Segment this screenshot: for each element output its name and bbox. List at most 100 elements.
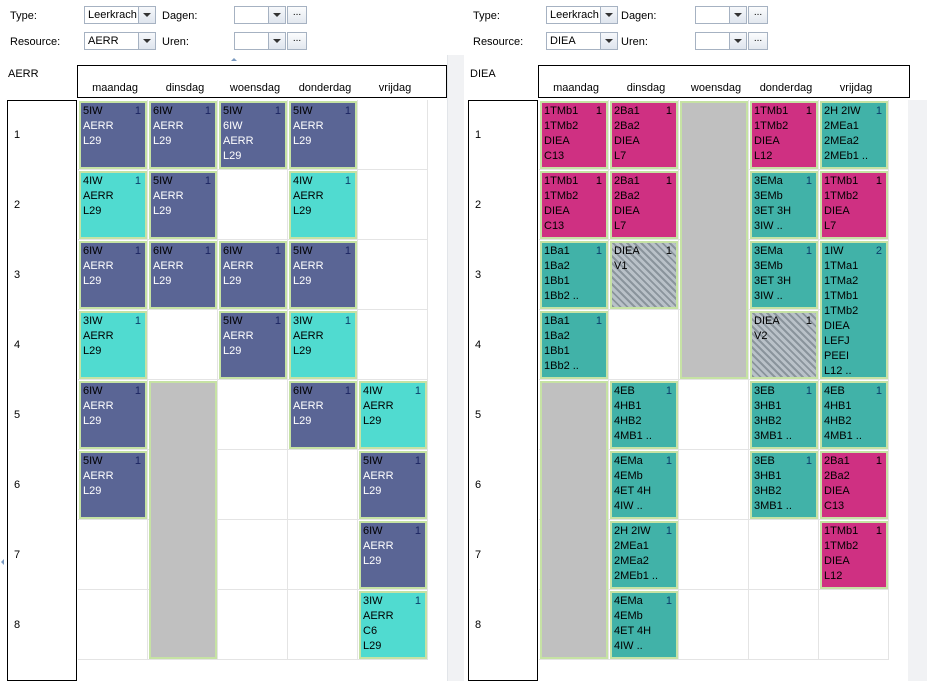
timetable-cell[interactable]	[679, 380, 749, 450]
timetable-cell[interactable]	[609, 590, 679, 660]
lesson-block[interactable]: DIEA V2 1	[750, 311, 818, 379]
uren-ellipsis-button[interactable]: ...	[287, 32, 307, 50]
timetable-cell[interactable]	[218, 590, 288, 660]
timetable-cell[interactable]	[218, 100, 288, 170]
lesson-block[interactable]: 4EMa 4EMb 4ET 4H 4IW .. 1	[610, 591, 678, 659]
lesson-block[interactable]: 6IW AERR L29 1	[79, 241, 147, 309]
timetable-cell[interactable]	[679, 590, 749, 660]
timetable-cell[interactable]	[679, 450, 749, 520]
type-select[interactable]: Leerkracht	[84, 6, 156, 24]
dagen-ellipsis-button[interactable]: ...	[287, 6, 307, 24]
lesson-block[interactable]: 5IW AERR L29 1	[289, 101, 357, 169]
timetable-cell[interactable]	[819, 380, 889, 450]
uren-dropdown-button[interactable]	[268, 33, 285, 49]
lesson-block[interactable]: 6IW AERR L29 1	[149, 241, 217, 309]
timetable-cell[interactable]	[288, 590, 358, 660]
timetable-cell[interactable]	[148, 170, 218, 240]
lesson-block[interactable]: 2Ba1 2Ba2 DIEA C13 1	[820, 451, 888, 519]
timetable-cell[interactable]	[609, 380, 679, 450]
timetable-cell[interactable]	[358, 240, 428, 310]
timetable-cell[interactable]	[358, 590, 428, 660]
lesson-block[interactable]: 3IW AERR L29 1	[79, 311, 147, 379]
timetable-cell[interactable]	[218, 170, 288, 240]
timetable-cell[interactable]	[78, 590, 148, 660]
lesson-block[interactable]: 4EB 4HB1 4HB2 4MB1 .. 1	[820, 381, 888, 449]
lesson-block[interactable]: 3EMa 3EMb 3ET 3H 3IW .. 1	[750, 171, 818, 239]
timetable-cell[interactable]	[749, 240, 819, 310]
timetable-cell[interactable]	[609, 240, 679, 310]
timetable-cell[interactable]	[358, 380, 428, 450]
timetable-cell[interactable]	[148, 590, 218, 660]
timetable-cell[interactable]	[819, 170, 889, 240]
timetable-cell[interactable]	[288, 380, 358, 450]
dagen-dropdown-button[interactable]	[268, 7, 285, 23]
timetable-cell[interactable]	[288, 100, 358, 170]
lesson-block[interactable]: 6IW AERR L29 1	[79, 381, 147, 449]
lesson-block[interactable]: 4EB 4HB1 4HB2 4MB1 .. 1	[610, 381, 678, 449]
timetable-cell[interactable]	[288, 170, 358, 240]
collapse-arrow-icon[interactable]	[231, 58, 237, 61]
expand-left-arrow-icon[interactable]	[1, 559, 4, 565]
uren-dropdown-button[interactable]	[729, 33, 746, 49]
resource-dropdown-button[interactable]	[138, 33, 155, 49]
lesson-block[interactable]: 1TMb1 1TMb2 DIEA C13 1	[540, 101, 608, 169]
lesson-block[interactable]: 4EMa 4EMb 4ET 4H 4IW .. 1	[610, 451, 678, 519]
lesson-block[interactable]: 1TMb1 1TMb2 DIEA C13 1	[540, 171, 608, 239]
timetable-cell[interactable]	[288, 520, 358, 590]
lesson-block[interactable]: 1Ba1 1Ba2 1Bb1 1Bb2 .. 1	[540, 241, 608, 309]
blocked-period[interactable]	[680, 101, 748, 379]
timetable-cell[interactable]	[78, 520, 148, 590]
timetable-cell[interactable]	[749, 170, 819, 240]
timetable-cell[interactable]	[218, 380, 288, 450]
timetable-cell[interactable]	[78, 310, 148, 380]
timetable-cell[interactable]	[609, 450, 679, 520]
timetable-cell[interactable]	[288, 450, 358, 520]
lesson-block[interactable]: 3IW AERR C6 L29 1	[359, 591, 427, 659]
timetable-cell[interactable]	[358, 520, 428, 590]
lesson-block[interactable]: 5IW AERR L29 1	[219, 311, 287, 379]
resource-select[interactable]: AERR	[84, 32, 156, 50]
timetable-cell[interactable]	[148, 240, 218, 310]
type-select[interactable]: Leerkracht	[546, 6, 618, 24]
blocked-period[interactable]	[540, 381, 608, 659]
timetable-cell[interactable]	[358, 100, 428, 170]
lesson-block[interactable]: 2Ba1 2Ba2 DIEA L7 1	[610, 101, 678, 169]
timetable-cell[interactable]	[539, 590, 609, 660]
timetable-cell[interactable]	[749, 450, 819, 520]
lesson-block[interactable]: 5IW AERR L29 1	[149, 171, 217, 239]
timetable-cell[interactable]	[358, 450, 428, 520]
dagen-ellipsis-button[interactable]: ...	[748, 6, 768, 24]
timetable-cell[interactable]	[78, 170, 148, 240]
dagen-select[interactable]	[234, 6, 286, 24]
lesson-block[interactable]: 5IW AERR L29 1	[289, 241, 357, 309]
lesson-block[interactable]: 2H 2IW 2MEa1 2MEa2 2MEb1 .. 1	[820, 101, 888, 169]
dagen-dropdown-button[interactable]	[729, 7, 746, 23]
lesson-block[interactable]: 5IW AERR L29 1	[79, 451, 147, 519]
lesson-block[interactable]: 1TMb1 1TMb2 DIEA L12 1	[820, 521, 888, 589]
timetable-cell[interactable]	[218, 310, 288, 380]
timetable-cell[interactable]	[218, 240, 288, 310]
blocked-period[interactable]	[149, 381, 217, 659]
lesson-block[interactable]: 2Ba1 2Ba2 DIEA L7 1	[610, 171, 678, 239]
timetable-cell[interactable]	[679, 520, 749, 590]
lesson-block[interactable]: 1TMb1 1TMb2 DIEA L12 1	[750, 101, 818, 169]
timetable-cell[interactable]	[358, 310, 428, 380]
timetable-cell[interactable]	[609, 310, 679, 380]
lesson-block[interactable]: 1TMb1 1TMb2 DIEA L7 1	[820, 171, 888, 239]
lesson-block[interactable]: 2H 2IW 2MEa1 2MEa2 2MEb1 .. 1	[610, 521, 678, 589]
timetable-cell[interactable]	[218, 520, 288, 590]
timetable-cell[interactable]	[78, 240, 148, 310]
timetable-cell[interactable]	[288, 310, 358, 380]
timetable-cell[interactable]	[78, 380, 148, 450]
lesson-block[interactable]: 3IW AERR L29 1	[289, 311, 357, 379]
timetable-cell[interactable]	[609, 100, 679, 170]
type-dropdown-button[interactable]	[138, 7, 155, 23]
timetable-cell[interactable]	[539, 240, 609, 310]
timetable-cell[interactable]	[539, 310, 609, 380]
lesson-block[interactable]: 3EMa 3EMb 3ET 3H 3IW .. 1	[750, 241, 818, 309]
timetable-cell[interactable]	[819, 520, 889, 590]
lesson-block[interactable]: DIEA V1 1	[610, 241, 678, 309]
timetable-cell[interactable]	[148, 310, 218, 380]
uren-ellipsis-button[interactable]: ...	[748, 32, 768, 50]
type-dropdown-button[interactable]	[600, 7, 617, 23]
